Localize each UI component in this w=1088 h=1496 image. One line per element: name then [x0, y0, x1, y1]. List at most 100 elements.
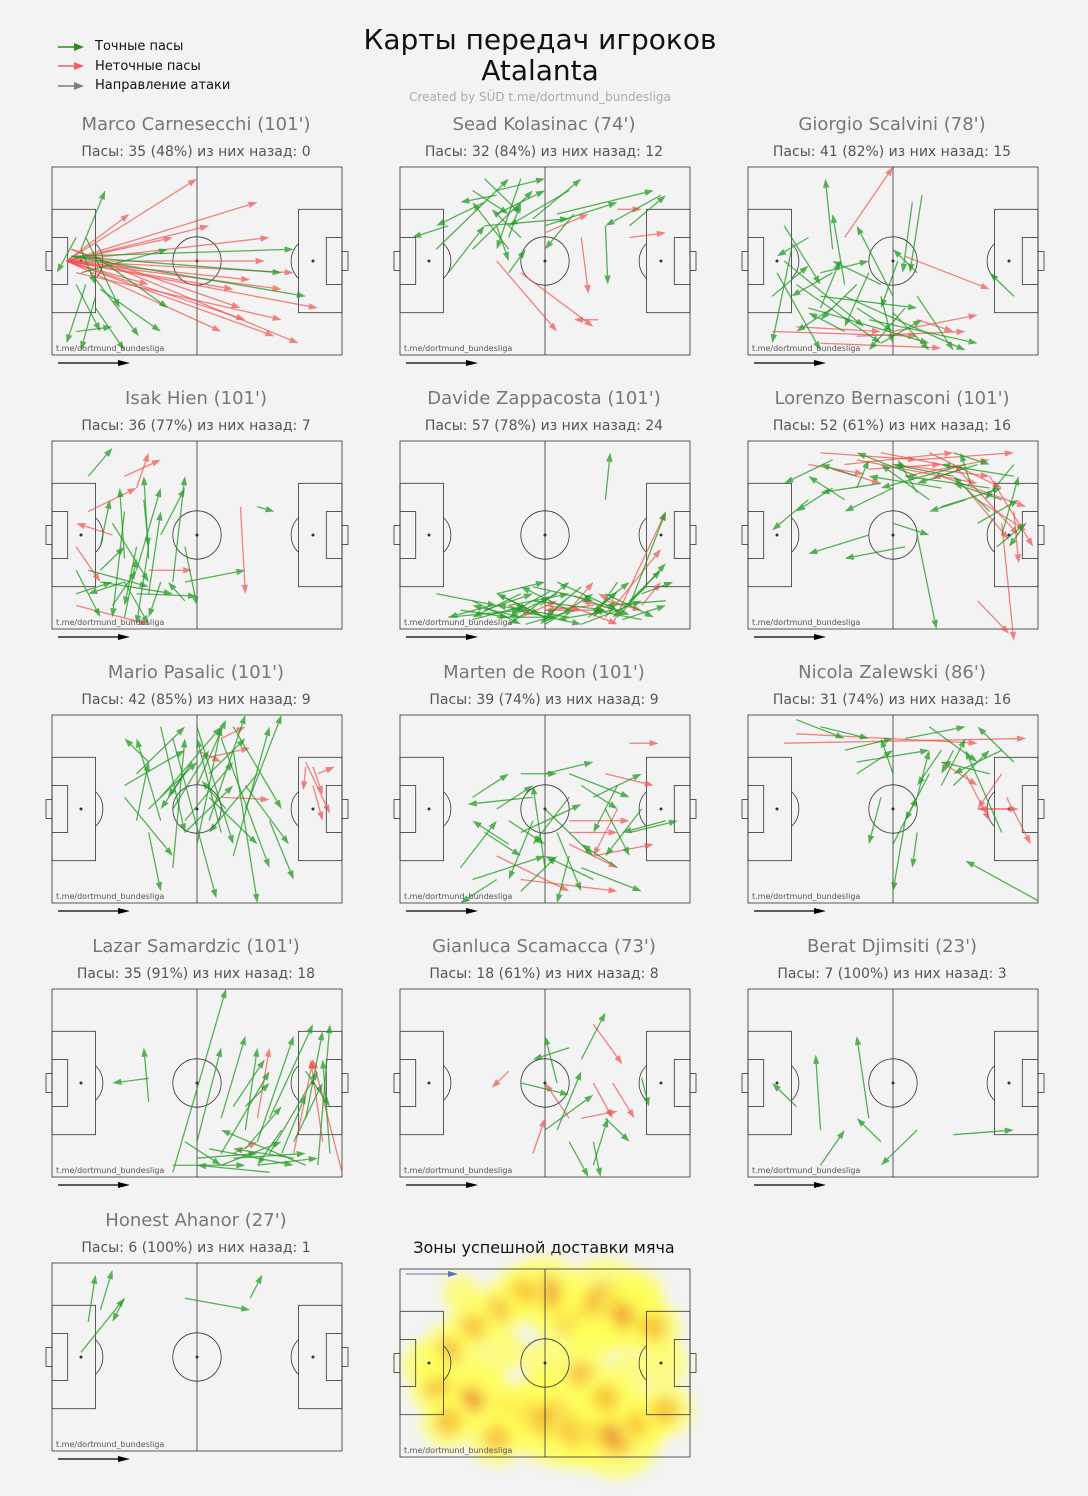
- accurate-pass-arrow: [232, 1059, 265, 1107]
- pass-head: [844, 317, 852, 327]
- pass-head: [308, 1156, 318, 1163]
- accurate-pass-arrow: [100, 581, 173, 596]
- pass-head: [820, 464, 831, 471]
- pass-head: [141, 572, 149, 582]
- accurate-pass-arrow: [143, 499, 151, 547]
- pass-shaft: [826, 284, 858, 314]
- pass-shaft: [312, 766, 321, 787]
- accurate-pass-arrow: [795, 283, 881, 344]
- pass-head: [880, 738, 887, 749]
- pass-head: [584, 1094, 594, 1103]
- pass-head: [844, 553, 855, 560]
- pass-shaft: [184, 546, 196, 597]
- accurate-pass-arrow: [604, 808, 630, 856]
- accurate-pass-arrow: [320, 1059, 331, 1154]
- pass-head: [158, 300, 168, 308]
- watermark-text: t.me/dortmund_bundesliga: [56, 1166, 164, 1175]
- pass-shaft: [207, 787, 227, 810]
- accurate-pass-arrow: [520, 1082, 570, 1096]
- pass-shaft: [629, 200, 660, 227]
- pass-head: [871, 327, 881, 335]
- pass-head: [593, 608, 603, 616]
- center-circle: [172, 510, 222, 560]
- pass-head: [106, 1270, 113, 1280]
- credit-text: Created by SÜD t.me/dortmund_bundesliga: [409, 90, 671, 104]
- pass-shaft: [916, 758, 928, 798]
- accurate-pass-arrow: [80, 190, 106, 250]
- pass-head: [323, 804, 330, 814]
- accurate-pass-arrow: [808, 312, 845, 333]
- pass-shaft: [80, 198, 103, 250]
- pass-head: [120, 214, 130, 222]
- left-penalty-arc: [791, 1065, 800, 1101]
- pass-shaft: [314, 1068, 343, 1173]
- accurate-pass-arrow: [87, 448, 113, 477]
- left-goal: [741, 251, 749, 271]
- pass-shaft: [435, 184, 503, 250]
- pass-head: [867, 834, 875, 845]
- accurate-pass-arrow: [880, 738, 894, 774]
- pass-head: [148, 607, 155, 618]
- pass-head: [511, 617, 521, 625]
- pitch-lines: [741, 988, 1045, 1178]
- left-six-yard-box: [51, 1059, 69, 1107]
- pass-head: [545, 240, 554, 250]
- inaccurate-pass-arrow: [844, 450, 954, 466]
- accurate-pass-arrow: [124, 738, 150, 763]
- pass-head: [325, 1024, 333, 1034]
- pass-head: [460, 197, 470, 204]
- inaccurate-pass-arrow: [629, 230, 666, 239]
- accurate-pass-arrow: [141, 1047, 150, 1102]
- right-penalty-spot: [311, 259, 315, 263]
- attack-arrow-head: [466, 1182, 478, 1188]
- pass-shaft: [533, 794, 546, 868]
- player-pass-map: Marten de Roon (101') Пасы: 39 (74%) из н…: [393, 662, 697, 926]
- pass-head: [808, 548, 818, 555]
- inaccurate-pass-arrow: [568, 843, 618, 868]
- pass-head: [574, 316, 583, 323]
- accurate-pass-arrow: [989, 272, 1015, 297]
- accurate-pass-arrow: [99, 546, 125, 571]
- pass-shaft: [143, 499, 149, 538]
- pass-head: [859, 733, 869, 740]
- pass-head: [772, 1083, 781, 1092]
- pass-shaft: [977, 600, 1004, 628]
- pass-head: [112, 1078, 122, 1086]
- pass-shaft: [497, 215, 522, 238]
- accurate-pass-arrow: [244, 785, 289, 845]
- accurate-pass-arrow: [496, 225, 509, 261]
- pass-head: [912, 319, 922, 327]
- pass-head: [104, 448, 113, 457]
- legend-item: Неточные пасы: [56, 57, 230, 77]
- accurate-pass-arrow: [830, 214, 846, 285]
- left-penalty-arc: [95, 517, 104, 553]
- pass-head: [560, 582, 570, 591]
- player-pass-map: Berat Djimsiti (23') Пасы: 7 (100%) из ни…: [741, 936, 1045, 1200]
- pass-head: [265, 506, 275, 513]
- pass-head: [854, 469, 864, 476]
- accurate-pass-arrow: [820, 295, 918, 311]
- pass-shaft: [852, 487, 894, 509]
- accurate-pass-arrow: [557, 609, 613, 622]
- pass-shaft: [447, 232, 480, 274]
- pass-head: [532, 1053, 543, 1060]
- right-penalty-area: [298, 1304, 343, 1410]
- pass-head: [813, 1054, 820, 1064]
- accurate-pass-arrow: [508, 249, 526, 274]
- pass-head: [578, 214, 589, 221]
- pass-head: [931, 619, 938, 629]
- accurate-pass-arrow: [941, 749, 954, 774]
- left-six-yard-box: [51, 1333, 69, 1381]
- pass-head: [512, 205, 521, 214]
- right-goal: [689, 799, 697, 819]
- pass-head: [496, 593, 507, 601]
- pass-shaft: [184, 768, 229, 822]
- pass-shaft: [903, 202, 913, 264]
- pass-head: [255, 257, 265, 265]
- inaccurate-pass-arrow: [904, 255, 990, 290]
- inaccurate-pass-arrow: [965, 487, 1009, 540]
- pass-head: [608, 829, 618, 836]
- accurate-pass-arrow: [556, 189, 654, 215]
- pass-head: [235, 568, 246, 576]
- pass-shaft: [612, 1082, 631, 1111]
